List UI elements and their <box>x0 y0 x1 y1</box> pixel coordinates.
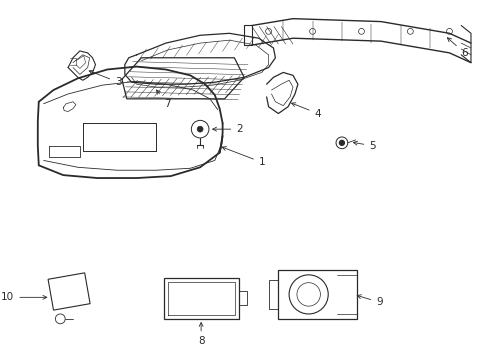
Text: 4: 4 <box>291 103 321 118</box>
Bar <box>48 273 90 310</box>
Text: 7: 7 <box>156 90 170 109</box>
Text: 2: 2 <box>212 124 243 134</box>
Text: 3: 3 <box>89 71 122 87</box>
Circle shape <box>339 140 344 145</box>
Circle shape <box>197 126 203 132</box>
Text: 5: 5 <box>353 141 375 151</box>
Text: 9: 9 <box>356 295 382 307</box>
Text: 8: 8 <box>197 323 204 346</box>
Text: 1: 1 <box>222 147 265 167</box>
Text: 10: 10 <box>1 292 47 302</box>
Bar <box>163 278 239 319</box>
Bar <box>278 270 356 319</box>
Text: 6: 6 <box>447 38 467 58</box>
